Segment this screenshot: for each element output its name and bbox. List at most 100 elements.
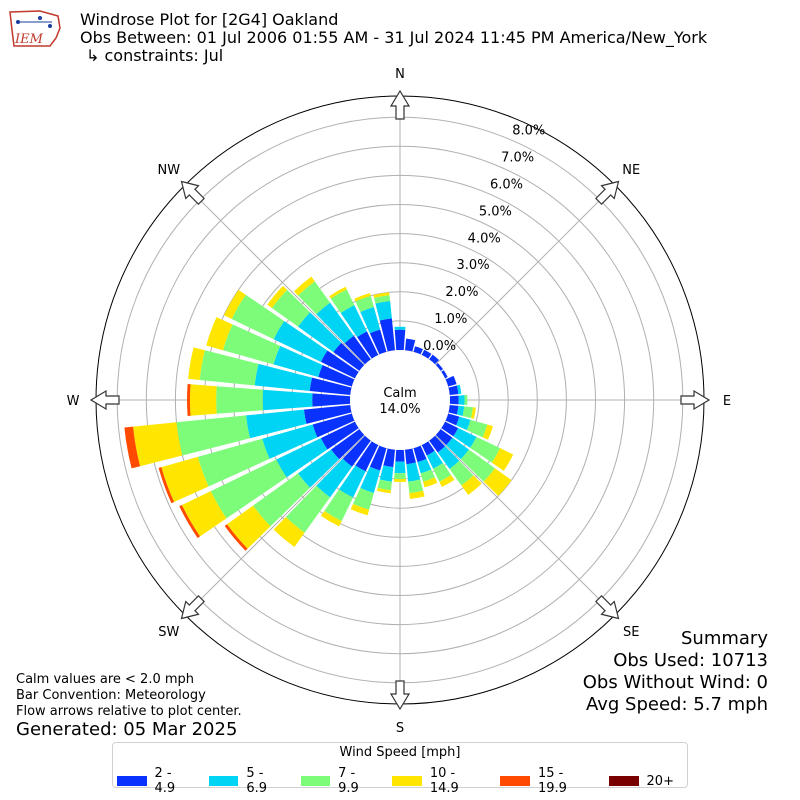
wind-bar-segment [158, 467, 175, 504]
wind-bar-segment [435, 429, 453, 446]
wind-bar-segment [273, 345, 323, 378]
legend-item: 5 - 6.9 [208, 766, 288, 796]
wind-bar-segment [441, 421, 459, 437]
wind-bar-segment [262, 389, 313, 411]
legend-label: 15 - 19.9 [537, 766, 567, 796]
wind-bar-segment [395, 449, 405, 462]
constraints-label: ↳ constraints: Jul [86, 46, 224, 65]
wind-bar-segment [187, 384, 191, 416]
compass-label: N [395, 67, 405, 82]
compass-label: SE [623, 625, 639, 640]
wind-bar-segment [320, 350, 359, 379]
grid-spoke [435, 435, 616, 616]
avg-speed: Avg Speed: 5.7 mph [586, 694, 768, 715]
generated-date: Generated: 05 Mar 2025 [16, 719, 238, 740]
wind-bar-segment [312, 413, 355, 438]
wind-bar-segment [360, 307, 381, 334]
wind-bar-segment [491, 448, 514, 471]
wind-bar-segment [377, 479, 392, 491]
legend-items: 2 - 4.9 5 - 6.9 7 - 9.9 10 - 14.9 15 - 19.9 2… [117, 766, 687, 796]
wind-bar-segment [379, 465, 394, 482]
wind-bar-segment [297, 449, 340, 488]
wind-bar-segment [273, 517, 305, 547]
wind-bar-segment [318, 365, 355, 387]
wind-bar-segment [206, 317, 233, 351]
wind-bar-segment [344, 335, 371, 365]
legend-swatch [117, 776, 147, 786]
wind-bar-segment [375, 301, 392, 321]
compass-arrow-icon [389, 89, 411, 120]
chart-title: Windrose Plot for [2G4] Oakland [80, 10, 339, 29]
legend-swatch [608, 776, 639, 786]
wind-bar-segment [404, 448, 416, 465]
summary-block: Summary Obs Used: 10713 Obs Without Wind… [583, 628, 768, 716]
wind-bar-segment [420, 469, 435, 482]
wind-bar-segment [124, 426, 141, 469]
compass-label: S [396, 721, 404, 736]
legend-label: 7 - 9.9 [338, 766, 359, 796]
compass-arrow-icon [680, 389, 711, 411]
wind-bar-segment [342, 435, 371, 467]
wind-bar-segment [223, 289, 246, 320]
wind-bar-segment [409, 490, 425, 499]
wind-bar-segment [429, 354, 439, 365]
wind-bar-segment [435, 363, 443, 371]
wind-bar-segment [453, 427, 477, 448]
wind-bar-segment [379, 318, 396, 352]
wind-bar-segment [466, 419, 488, 438]
wind-bar-segment [445, 375, 457, 387]
wind-bar-segment [176, 415, 251, 456]
bar-convention-note: Bar Convention: Meteorology [16, 688, 206, 703]
legend: Wind Speed [mph] 2 - 4.9 5 - 6.9 7 - 9.9 10… [112, 742, 688, 796]
wind-bar-segment [179, 504, 201, 539]
wind-bar-segment [448, 404, 459, 415]
calm-note: Calm values are < 2.0 mph [16, 672, 195, 687]
wind-bar-segment [394, 473, 406, 480]
wind-bar-segment [188, 347, 205, 381]
legend-label: 2 - 4.9 [154, 766, 176, 796]
compass-label: W [67, 394, 80, 409]
compass-arrow-icon [595, 595, 620, 620]
wind-bar-segment [197, 438, 270, 487]
legend-swatch [500, 776, 530, 786]
wind-bar-segment [394, 461, 406, 474]
notes-block: Calm values are < 2.0 mph Bar Convention… [16, 672, 242, 720]
legend-swatch [392, 776, 422, 786]
wind-bar-segment [354, 293, 371, 302]
grid-spoke [184, 184, 365, 365]
wind-bar-segment [199, 350, 259, 386]
grid-spoke [435, 184, 616, 365]
legend-swatch [300, 776, 331, 786]
wind-bar-segment [254, 363, 313, 391]
obs-used: Obs Used: 10713 [613, 650, 768, 671]
wind-bar-segment [456, 416, 471, 431]
radial-tick-label: 1.0% [434, 312, 467, 327]
calm-value: 14.0% [379, 402, 420, 417]
wind-bar-segment [329, 286, 347, 299]
wind-bar-segment [262, 424, 318, 459]
wind-bar-segment [357, 331, 379, 359]
radial-tick-label: 5.0% [479, 204, 512, 219]
wind-bar-segment [433, 462, 452, 482]
wind-bar-segment [460, 449, 495, 482]
wind-bar-segment [421, 441, 435, 456]
wind-bar-segment [222, 324, 281, 365]
wind-bar-segment [350, 503, 370, 516]
wind-bar-segment [441, 370, 448, 379]
wind-bars [124, 276, 514, 551]
wind-bar-segment [458, 395, 465, 405]
wind-bar-segment [376, 487, 391, 494]
wind-bar-segment [161, 456, 209, 503]
calm-circle [350, 350, 450, 450]
wind-bar-segment [449, 460, 474, 486]
compass-label: SW [158, 625, 179, 640]
wind-bar-segment [181, 491, 227, 537]
wind-bar-segment [303, 404, 352, 424]
wind-bar-segment [355, 295, 374, 312]
wind-bar-segment [446, 437, 469, 460]
radial-tick-label: 7.0% [501, 151, 534, 166]
wind-bar-segment [276, 438, 328, 478]
obs-without-wind: Obs Without Wind: 0 [582, 672, 768, 693]
